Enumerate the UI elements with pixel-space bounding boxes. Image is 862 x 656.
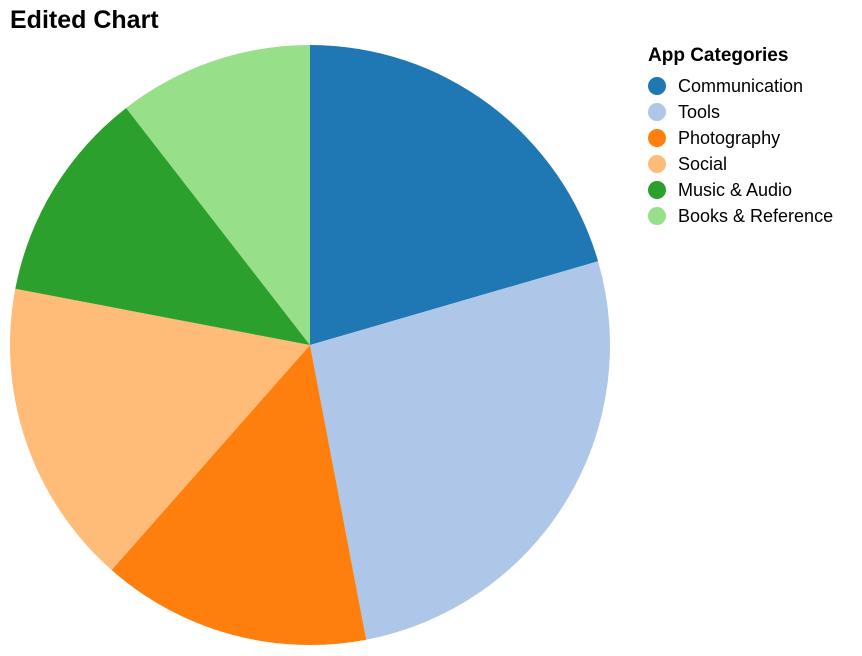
pie-slice-music-audio <box>15 107 311 345</box>
legend-label: Books & Reference <box>678 205 834 226</box>
pie-slice-photography <box>111 345 367 646</box>
legend-label: Photography <box>678 127 781 148</box>
pie-slice-books-reference <box>126 44 310 345</box>
legend-label: Communication <box>678 75 804 96</box>
legend-swatch <box>648 103 666 121</box>
legend-swatch <box>648 155 666 173</box>
pie-slice-tools <box>310 261 611 640</box>
legend: App Categories Communication Tools Photogr… <box>648 45 833 229</box>
legend-swatch <box>648 129 666 147</box>
legend-label: Social <box>678 153 728 174</box>
legend-item-communication: Communication <box>648 73 833 99</box>
pie-slice-social <box>9 288 311 571</box>
legend-swatch <box>648 181 666 199</box>
legend-swatch <box>648 77 666 95</box>
legend-swatch <box>648 207 666 225</box>
legend-title: App Categories <box>648 45 789 66</box>
legend-item-music-audio: Music & Audio <box>648 177 833 203</box>
legend-item-tools: Tools <box>648 99 833 125</box>
legend-item-books-reference: Books & Reference <box>648 203 833 229</box>
legend-item-social: Social <box>648 151 833 177</box>
legend-item-photography: Photography <box>648 125 833 151</box>
pie-slice-communication <box>310 44 599 345</box>
chart-title: Edited Chart <box>10 6 159 34</box>
legend-label: Tools <box>678 101 721 122</box>
legend-label: Music & Audio <box>678 179 793 200</box>
